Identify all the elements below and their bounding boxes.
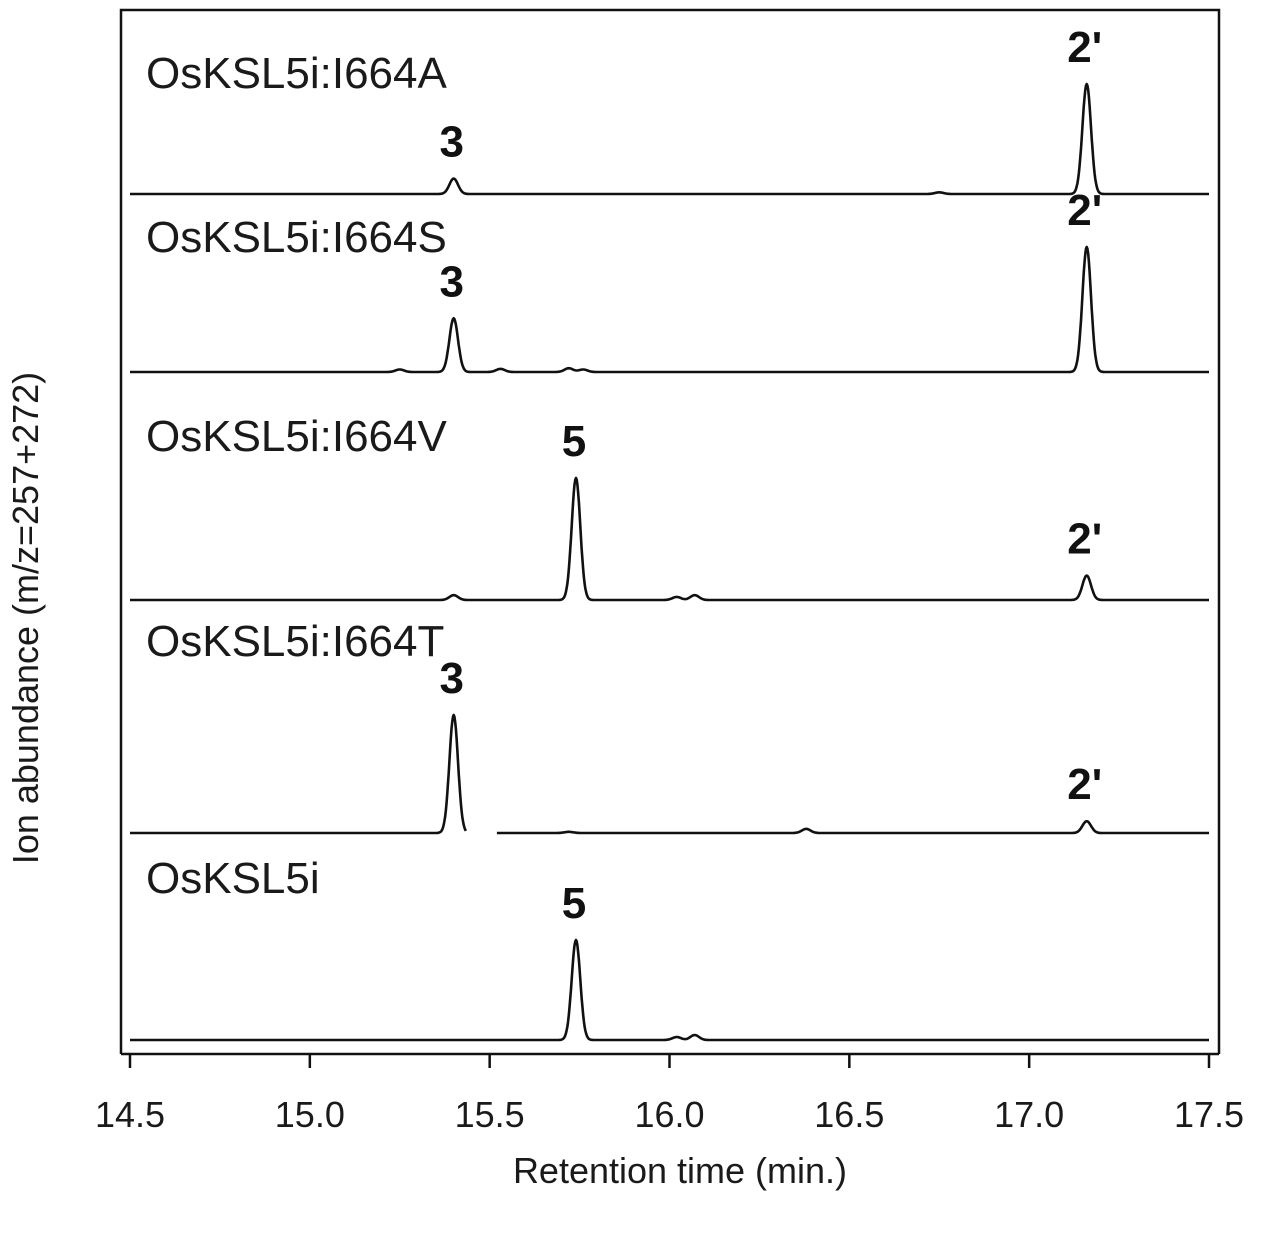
x-tick-label-3: 16.0 [634,1094,704,1135]
x-tick-label-6: 17.5 [1174,1094,1244,1135]
peak-label-0-1: 2' [1067,23,1102,72]
trace-line-3-0 [129,713,468,835]
trace-label-1: OsKSL5i:I664S [146,213,447,262]
trace-line-4 [129,938,1210,1042]
trace-label-4: OsKSL5i [146,854,320,903]
peak-label-0-0: 3 [439,118,463,167]
x-tick-label-5: 17.0 [994,1094,1064,1135]
trace-line-3-1 [496,819,1210,835]
peak-label-2-0: 5 [562,417,586,466]
x-axis-ticks: 14.5 15.0 15.5 16.0 16.5 17.0 17.5 [95,1054,1244,1135]
trace-4: OsKSL5i 5 [129,854,1210,1042]
y-axis-title: Ion abundance (m/z=257+272) [5,372,46,864]
x-tick-label-4: 16.5 [814,1094,884,1135]
peak-label-1-0: 3 [439,257,463,306]
trace-line-2 [129,476,1210,602]
x-axis-title: Retention time (min.) [513,1150,847,1191]
traces-group: OsKSL5i:I664A32'OsKSL5i:I664S32'OsKSL5i:… [129,23,1210,1042]
plot-frame [119,8,1221,1054]
trace-label-2: OsKSL5i:I664V [146,412,447,461]
x-tick-label-1: 15.0 [275,1094,345,1135]
trace-label-0: OsKSL5i:I664A [146,49,447,98]
trace-label-3: OsKSL5i:I664T [146,617,444,666]
peak-label-1-1: 2' [1067,186,1102,235]
trace-line-1 [129,245,1210,374]
peak-label-2-1: 2' [1067,515,1102,564]
peak-label-3-0: 3 [439,654,463,703]
trace-0: OsKSL5i:I664A 3 2' [129,23,1210,196]
trace-2: OsKSL5i:I664V 5 2' [129,412,1210,602]
peak-label-4-0: 5 [562,879,586,928]
x-tick-label-0: 14.5 [95,1094,165,1135]
x-tick-label-2: 15.5 [455,1094,525,1135]
trace-line-0 [129,82,1210,196]
peak-label-3-1: 2' [1067,760,1102,809]
